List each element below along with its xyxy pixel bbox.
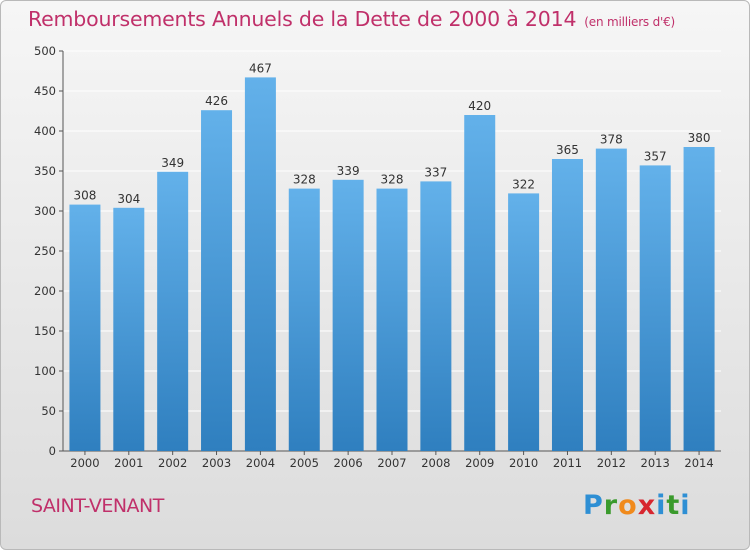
bar-value-label: 328 <box>381 173 404 187</box>
x-tick-label: 2006 <box>333 456 362 470</box>
bar <box>551 159 583 451</box>
bar-value-label: 378 <box>600 133 623 147</box>
bar-value-label: 357 <box>644 149 667 163</box>
logo-letter: i <box>680 490 691 521</box>
bar-value-label: 420 <box>468 99 491 113</box>
y-tick-label: 100 <box>34 364 56 378</box>
y-tick-label: 200 <box>34 284 56 298</box>
x-tick-label: 2011 <box>553 456 582 470</box>
bar <box>595 148 627 451</box>
bar-value-label: 380 <box>688 131 711 145</box>
bar <box>464 115 496 451</box>
logo-letter: x <box>637 490 657 521</box>
y-tick-label: 250 <box>34 244 56 258</box>
x-tick-label: 2014 <box>684 456 713 470</box>
bar-value-label: 365 <box>556 143 579 157</box>
y-tick-label: 450 <box>34 84 56 98</box>
x-tick-label: 2008 <box>421 456 450 470</box>
bar-value-label: 308 <box>73 189 96 203</box>
bar-value-label: 322 <box>512 177 535 191</box>
bar-value-label: 304 <box>117 192 140 206</box>
x-tick-label: 2007 <box>377 456 406 470</box>
x-tick-label: 2009 <box>465 456 494 470</box>
x-tick-label: 2003 <box>202 456 231 470</box>
bar-value-label: 426 <box>205 94 228 108</box>
x-tick-label: 2001 <box>114 456 143 470</box>
x-tick-label: 2010 <box>509 456 538 470</box>
x-tick-label: 2012 <box>597 456 626 470</box>
bar <box>683 147 715 451</box>
bar-value-label: 339 <box>337 164 360 178</box>
x-tick-label: 2013 <box>641 456 670 470</box>
x-tick-label: 2002 <box>158 456 187 470</box>
y-tick-label: 500 <box>34 44 56 58</box>
bar <box>244 77 276 452</box>
bar-value-label: 349 <box>161 156 184 170</box>
bar <box>639 165 671 451</box>
bar <box>332 179 364 452</box>
chart-title-text: Remboursements Annuels de la Dette de 20… <box>28 7 577 31</box>
x-tick-label: 2004 <box>246 456 275 470</box>
chart-title-unit: (en milliers d'€) <box>584 15 676 29</box>
bar-value-label: 337 <box>424 165 447 179</box>
y-tick-label: 350 <box>34 164 56 178</box>
bar <box>69 204 101 451</box>
y-tick-label: 150 <box>34 324 56 338</box>
commune-name: SAINT-VENANT <box>31 495 164 517</box>
x-tick-label: 2005 <box>290 456 319 470</box>
y-tick-label: 400 <box>34 124 56 138</box>
x-tick-label: 2000 <box>70 456 99 470</box>
y-tick-label: 0 <box>49 444 56 458</box>
bar <box>157 171 189 452</box>
logo-letter: t <box>666 490 681 521</box>
bar-value-label: 467 <box>249 61 272 75</box>
logo-letter: o <box>618 490 638 521</box>
logo-letter: P <box>583 490 604 521</box>
bar <box>288 188 320 451</box>
bar <box>201 110 233 451</box>
logo-letter: r <box>603 490 619 521</box>
bar <box>376 188 408 451</box>
y-tick-label: 300 <box>34 204 56 218</box>
y-tick-label: 50 <box>41 404 56 418</box>
chart-title: Remboursements Annuels de la Dette de 20… <box>28 7 675 31</box>
bar-value-label: 328 <box>293 173 316 187</box>
proxiti-logo: Proxiti <box>583 490 691 521</box>
bar <box>420 181 452 451</box>
logo-letter: i <box>656 490 667 521</box>
bar <box>113 207 145 451</box>
bar <box>508 193 540 451</box>
